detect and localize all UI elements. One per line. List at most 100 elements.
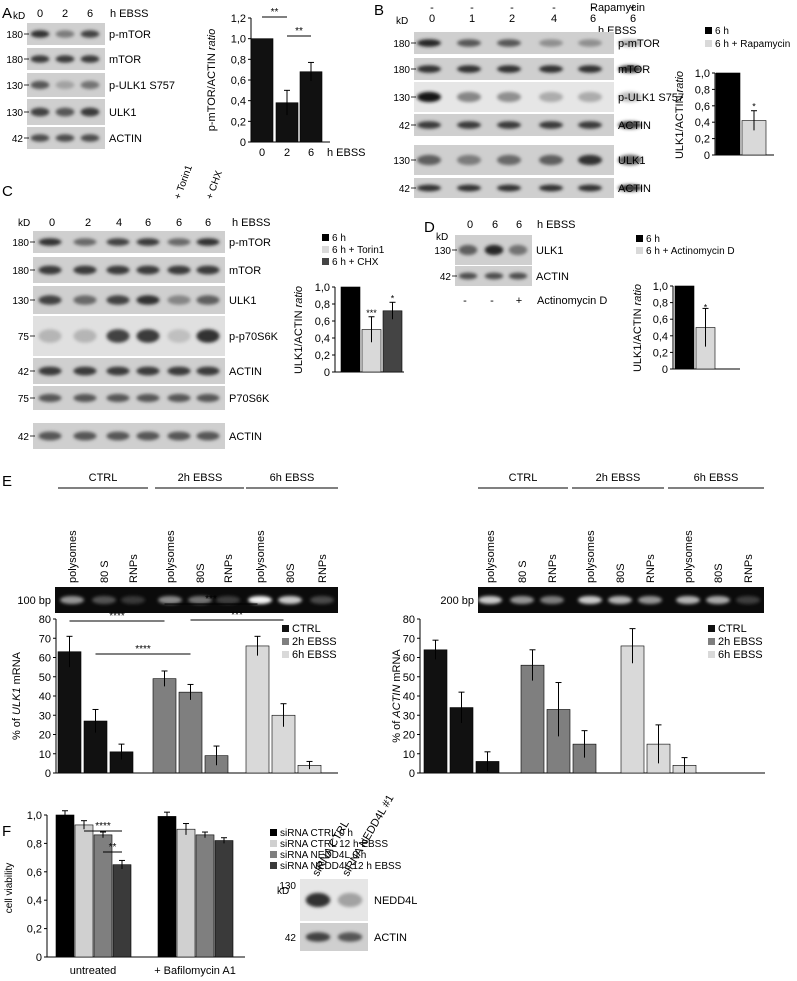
blotsC-strip-1 (33, 257, 225, 283)
blotsC-label-0: p-mTOR (229, 237, 271, 249)
blotsB-strip-2-band (417, 91, 441, 103)
blotsC-label-4: ACTIN (229, 366, 262, 378)
blotsC-strip-0-band (136, 238, 160, 246)
chart-a-x-label: h EBSS (327, 147, 366, 159)
blotsC-strip-0-band (38, 238, 62, 246)
panel-c-treat-torin: + Torin1 (172, 163, 195, 201)
gel-left-fraction-2: RNPs (128, 554, 140, 583)
panel-f-letter: F (2, 823, 11, 840)
gel-right-band-8 (736, 596, 760, 604)
blotsA-strip-3 (27, 99, 105, 125)
blotsC-strip-5 (33, 386, 225, 410)
panel-b-lanes: 0 1 2 4 6 6 (429, 13, 636, 25)
chart-e-right-y-tick-label: 0 (409, 768, 415, 780)
blotsC-marker-5: 75 (18, 394, 30, 405)
chart-a-bar-0 (250, 38, 274, 143)
chart-b-y-tick-label: 0,8 (695, 84, 710, 96)
chart-c-y-tick-label: 0,2 (315, 350, 330, 362)
blotsC-strip-4-band (106, 366, 130, 376)
panel-b-letter: B (374, 2, 384, 19)
panel-c-kd: kD (18, 218, 30, 229)
chart-c-legend-swatch-2 (322, 258, 329, 265)
gel-left-fraction-6: polysomes (255, 530, 267, 583)
panel-b-rapa-marks: - - - - - + (430, 2, 636, 14)
chart-e-left-y-tick-label: 30 (39, 710, 51, 722)
chart-d-legend-entry-1: 6 h + Actinomycin D (646, 246, 735, 257)
chart-e-right-y-label: % of ACTIN mRNA (391, 649, 403, 743)
blotsC-strip-1-band (73, 265, 97, 275)
blotsC-strip-6-band (167, 431, 191, 441)
blotsB-strip-4-band (497, 154, 521, 166)
chart-a-y-tick-label: 0,4 (231, 96, 246, 108)
blotsD-strip-0-band (458, 244, 478, 256)
blotsC-strip-0-band (106, 238, 130, 246)
chart-c-legend-entry-1: 6 h + Torin1 (332, 245, 385, 256)
blotsB-strip-5-band (457, 184, 481, 192)
blotsD-marker-1: 42 (440, 272, 452, 283)
panel-f-strip-0-band (337, 892, 363, 908)
panel-d-lane-2: 6 (516, 219, 522, 231)
blotsB-strip-5-band (539, 184, 563, 192)
chart-f-y-tick-label: 1,0 (27, 810, 42, 822)
chart-c-sig-0: *** (366, 308, 377, 318)
chart-d-y-tick-label: 0 (662, 364, 668, 376)
gel-left-fraction-4: 80S (195, 563, 207, 583)
gel-left-band-2 (121, 596, 145, 604)
chart-e-left-legend-entry-2: 6h EBSS (292, 649, 337, 661)
chart-f-bar-0-1 (74, 824, 94, 958)
gel-right-band-4 (608, 596, 632, 604)
gel-left-fraction-0: polysomes (67, 530, 79, 583)
blotsA-strip-4-band (80, 134, 100, 142)
chart-e-left-bar-0-0 (57, 651, 82, 774)
blotsB-strip-2-band (578, 91, 602, 103)
panel-d-actd-mark-0: - (463, 295, 467, 307)
chart-b-sig-0: * (752, 102, 756, 112)
gel-group-header-1: 2h EBSS (178, 472, 223, 484)
blotsB-label-1: mTOR (618, 64, 650, 76)
panel-b-kd: kD (396, 16, 408, 27)
blotsC-strip-5-band (73, 393, 97, 403)
panel-f-strip-1-band (337, 932, 363, 942)
blotsB-strip-1-band (539, 65, 563, 73)
gel-left-band-4 (188, 596, 212, 604)
blotsB-label-2: p-ULK1 S757 (618, 92, 684, 104)
gel-right-band-2 (540, 596, 564, 604)
chart-c-sig-1: * (391, 293, 395, 303)
blotsD-strip-1 (455, 266, 532, 286)
gel-left-band-0 (60, 596, 84, 604)
blotsC-strip-2-band (167, 295, 191, 305)
panel-c-lane-1: 2 (85, 217, 91, 229)
blotsC-strip-4-band (136, 366, 160, 376)
blotsC-strip-4-band (167, 366, 191, 376)
gel-right-band-6 (676, 596, 700, 604)
gel-right-fraction-0: polysomes (485, 530, 497, 583)
blotsC-strip-4 (33, 358, 225, 384)
chart-e-left-y-tick-label: 50 (39, 672, 51, 684)
blotsD-label-1: ACTIN (536, 271, 569, 283)
chart-e-left-legend-entry-0: CTRL (292, 623, 321, 635)
blotsC-marker-1: 180 (12, 266, 29, 277)
panel-c-lane-2: 4 (116, 217, 122, 229)
blotsA-label-2: p-ULK1 S757 (109, 80, 175, 92)
blotsB-strip-0-band (539, 39, 563, 47)
blotsB-strip-2-band (539, 91, 563, 103)
blotsC-strip-1-band (106, 265, 130, 275)
gel-left-band-3 (158, 596, 182, 604)
blotsC-strip-6-band (106, 431, 130, 441)
chart-e-left-sig-3: *** (231, 610, 243, 621)
chart-c-bar-0 (340, 286, 361, 373)
blotsB-strip-1-band (497, 65, 521, 73)
panel-f-legend-swatch-1 (270, 840, 277, 847)
blotsC-strip-3 (33, 316, 225, 356)
chart-a-y-tick-label: 0,6 (231, 75, 246, 87)
blotsC-strip-6-band (73, 431, 97, 441)
chart-e-right-y-tick-label: 20 (403, 730, 415, 742)
panel-a-kd: kD (13, 11, 25, 22)
panel-f-strip-0 (300, 879, 368, 921)
blotsA-strip-4-band (55, 134, 75, 142)
blotsC-label-5: P70S6K (229, 393, 270, 405)
blotsC-strip-5-band (167, 393, 191, 403)
